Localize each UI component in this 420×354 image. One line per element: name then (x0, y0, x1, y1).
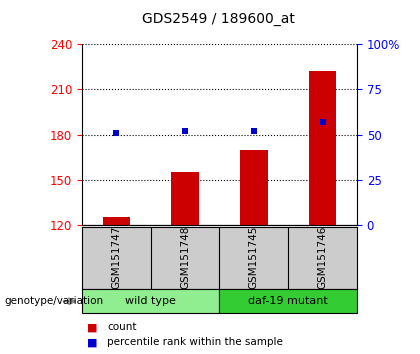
Bar (309, 72, 336, 225)
Text: GSM151745: GSM151745 (249, 226, 259, 289)
Bar (240, 149, 268, 225)
Text: GSM151746: GSM151746 (318, 226, 328, 289)
Bar (102, 217, 130, 225)
Text: percentile rank within the sample: percentile rank within the sample (107, 337, 283, 347)
Text: GSM151748: GSM151748 (180, 226, 190, 289)
Bar (220, 289, 357, 313)
Text: ■: ■ (87, 322, 98, 332)
Text: wild type: wild type (125, 296, 176, 306)
Bar (171, 172, 199, 225)
Text: daf-19 mutant: daf-19 mutant (248, 296, 328, 306)
Text: GSM151747: GSM151747 (111, 226, 121, 289)
Text: GDS2549 / 189600_at: GDS2549 / 189600_at (142, 12, 295, 27)
Text: count: count (107, 322, 136, 332)
Text: ■: ■ (87, 337, 98, 347)
Text: genotype/variation: genotype/variation (4, 296, 103, 306)
Bar (82, 289, 220, 313)
